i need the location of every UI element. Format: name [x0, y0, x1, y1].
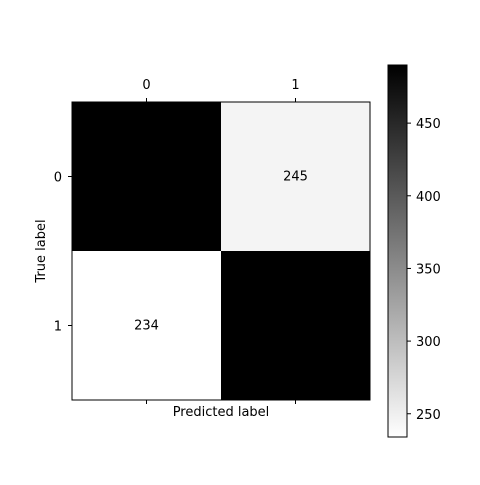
x-tick-label-1: 1 [291, 78, 299, 93]
colorbar-tick-label-4: 450 [416, 117, 441, 132]
matrix-frame [71, 101, 371, 401]
cell-0-1 [221, 102, 370, 251]
colorbar [387, 64, 408, 438]
x-axis-label: Predicted label [173, 405, 270, 420]
colorbar-tick-label-1: 300 [416, 335, 441, 350]
colorbar-ticks: 250 300 350 400 450 [407, 117, 441, 423]
cell-1-0 [72, 251, 221, 400]
cell-label-0-1: 245 [283, 170, 308, 185]
y-tick-label-1: 1 [54, 320, 62, 335]
cell-label-1-0: 234 [134, 319, 159, 334]
cell-1-1 [221, 251, 370, 400]
colorbar-tick-label-0: 250 [416, 408, 441, 423]
y-tick-label-0: 0 [54, 171, 62, 186]
colorbar-tick-label-2: 350 [416, 262, 441, 277]
x-tick-label-0: 0 [142, 78, 150, 93]
colorbar-tick-label-3: 400 [416, 190, 441, 205]
y-axis-label: True label [34, 219, 49, 283]
matrix-cells [72, 102, 370, 400]
y-axis: 01 [54, 171, 72, 335]
cell-0-0 [72, 102, 221, 251]
cell-value-labels: 245 234 [134, 170, 308, 334]
